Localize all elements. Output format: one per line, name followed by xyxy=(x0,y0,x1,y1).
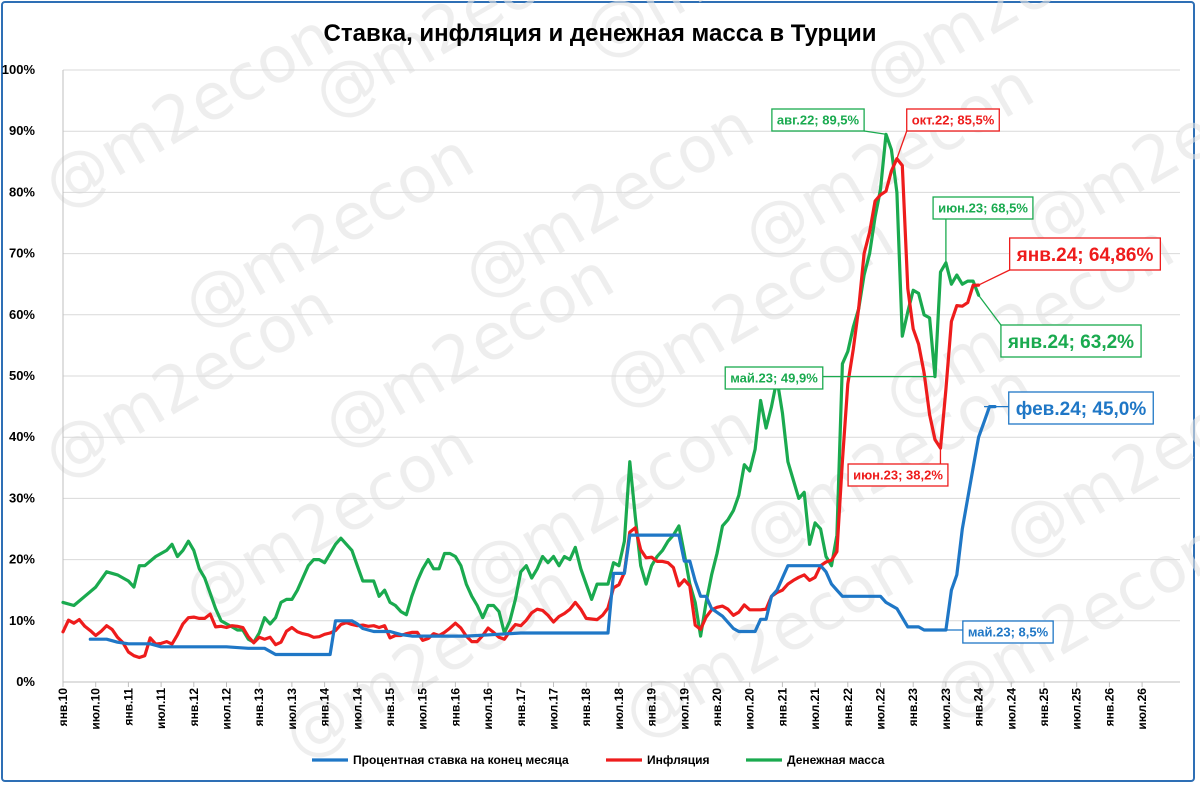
x-tick-label: июл.17 xyxy=(547,688,561,730)
x-tick-label: янв.20 xyxy=(710,688,724,727)
annotation-label: май.23; 8,5% xyxy=(968,625,1049,640)
y-tick-label: 0% xyxy=(16,674,35,689)
annotation-box xyxy=(932,196,1034,220)
x-tick-label: янв.14 xyxy=(318,688,332,727)
x-tick-label: июл.15 xyxy=(416,688,430,730)
x-tick-label: июл.23 xyxy=(939,688,953,730)
annotation-1: окт.22; 85,5% xyxy=(896,108,1000,159)
y-tick-label: 20% xyxy=(9,552,35,567)
x-tick-label: янв.11 xyxy=(121,688,135,726)
x-tick-label: июл.20 xyxy=(743,688,757,730)
annotation-box xyxy=(1000,324,1142,358)
series-lines xyxy=(61,132,997,660)
annotation-label: май.23; 49,9% xyxy=(730,371,818,386)
watermark-text: @m2econ xyxy=(171,409,486,634)
annotation-7: июн.23; 38,2% xyxy=(847,448,949,487)
x-tick-label: янв.18 xyxy=(579,688,593,727)
annotation-6: фев.24; 45,0% xyxy=(984,391,1154,425)
watermark-text: @m2econ xyxy=(31,0,346,224)
annotation-box xyxy=(847,463,949,487)
legend-label: Процентная ставка на конец месяца xyxy=(353,753,569,767)
annotation-box xyxy=(724,366,824,390)
watermark-text: @m2econ xyxy=(1011,39,1200,264)
y-tick-label: 100% xyxy=(2,62,36,77)
x-tick-label: янв.26 xyxy=(1102,688,1116,727)
annotation-label: окт.22; 85,5% xyxy=(912,113,995,128)
annotation-2: июн.23; 68,5% xyxy=(932,196,1034,263)
x-tick-label: янв.16 xyxy=(448,688,462,727)
annotation-box xyxy=(1008,237,1162,271)
y-tick-label: 90% xyxy=(9,123,35,138)
annotation-5: май.23; 49,9% xyxy=(724,366,935,390)
x-tick-label: июл.14 xyxy=(350,688,364,730)
x-tick-label: янв.15 xyxy=(383,688,397,727)
chart-title: Ставка, инфляция и денежная масса в Турц… xyxy=(324,20,877,47)
y-tick-label: 70% xyxy=(9,246,35,261)
y-tick-label: 50% xyxy=(9,368,35,383)
watermark-layer: @m2econ@m2econ @m2econ@m2econ@m2econ@m2ec… xyxy=(31,0,1200,774)
x-tick-label: июл.10 xyxy=(89,688,103,730)
annotation-box xyxy=(962,620,1054,644)
x-tick-label: июл.18 xyxy=(612,688,626,730)
annotations: авг.22; 89,5% окт.22; 85,5% июн.23; 68,5% я… xyxy=(724,108,1162,644)
x-tick-label: янв.22 xyxy=(841,688,855,727)
x-tick-label: июл.16 xyxy=(481,688,495,730)
annotation-label: янв.24; 63,2% xyxy=(1007,332,1134,353)
x-tick-label: янв.17 xyxy=(514,688,528,727)
annotation-leader xyxy=(978,294,1002,326)
annotation-leader xyxy=(978,269,1010,286)
annotation-3: янв.24; 64,86% xyxy=(978,237,1162,286)
annotation-label: июн.23; 68,5% xyxy=(938,201,1028,216)
x-tick-label: янв.21 xyxy=(775,688,789,727)
x-tick-label: янв.24 xyxy=(972,688,986,727)
x-tick-label: июл.25 xyxy=(1070,688,1084,730)
annotation-label: авг.22; 89,5% xyxy=(777,113,860,128)
y-tick-label: 30% xyxy=(9,490,35,505)
annotation-label: янв.24; 64,86% xyxy=(1016,245,1154,266)
x-tick-label: янв.10 xyxy=(56,688,70,727)
x-tick-label: янв.19 xyxy=(645,688,659,727)
watermark-text: @m2econ xyxy=(271,549,586,774)
series-line-rate xyxy=(88,405,997,657)
x-tick-label: янв.12 xyxy=(187,688,201,727)
annotation-label: фев.24; 45,0% xyxy=(1016,399,1147,420)
y-tick-label: 60% xyxy=(9,307,35,322)
x-tick-label: июл.22 xyxy=(874,688,888,730)
annotation-label: июн.23; 38,2% xyxy=(853,468,943,483)
annotation-4: янв.24; 63,2% xyxy=(978,294,1142,358)
annotation-0: авг.22; 89,5% xyxy=(771,108,887,135)
x-tick-label: июл.19 xyxy=(677,688,691,730)
annotation-leader xyxy=(864,130,887,135)
y-tick-label: 40% xyxy=(9,429,35,444)
x-tick-label: июл.11 xyxy=(154,688,168,729)
axes: 0% 10% 20% 30% 40% 50% 60% 70% 80% 90% 100% янв.10 и… xyxy=(2,62,1180,730)
series-line-inflation xyxy=(61,157,981,660)
legend: Процентная ставка на конец месяца Инфляци… xyxy=(312,753,885,767)
y-tick-label: 10% xyxy=(9,613,35,628)
annotation-leader xyxy=(896,130,908,159)
annotation-8: май.23; 8,5% xyxy=(935,620,1054,644)
annotation-box xyxy=(906,108,1000,132)
x-tick-label: июл.24 xyxy=(1004,688,1018,730)
legend-label: Денежная масса xyxy=(787,753,885,767)
legend-label: Инфляция xyxy=(647,753,709,767)
x-tick-label: янв.23 xyxy=(906,688,920,727)
x-tick-label: янв.25 xyxy=(1037,688,1051,727)
x-tick-label: июл.26 xyxy=(1135,688,1149,730)
y-tick-label: 80% xyxy=(9,184,35,199)
x-tick-label: июл.13 xyxy=(285,688,299,730)
annotation-box xyxy=(771,108,865,132)
x-tick-label: янв.13 xyxy=(252,688,266,727)
annotation-box xyxy=(1008,391,1154,425)
x-tick-label: июл.12 xyxy=(220,688,234,730)
x-tick-label: июл.21 xyxy=(808,688,822,730)
